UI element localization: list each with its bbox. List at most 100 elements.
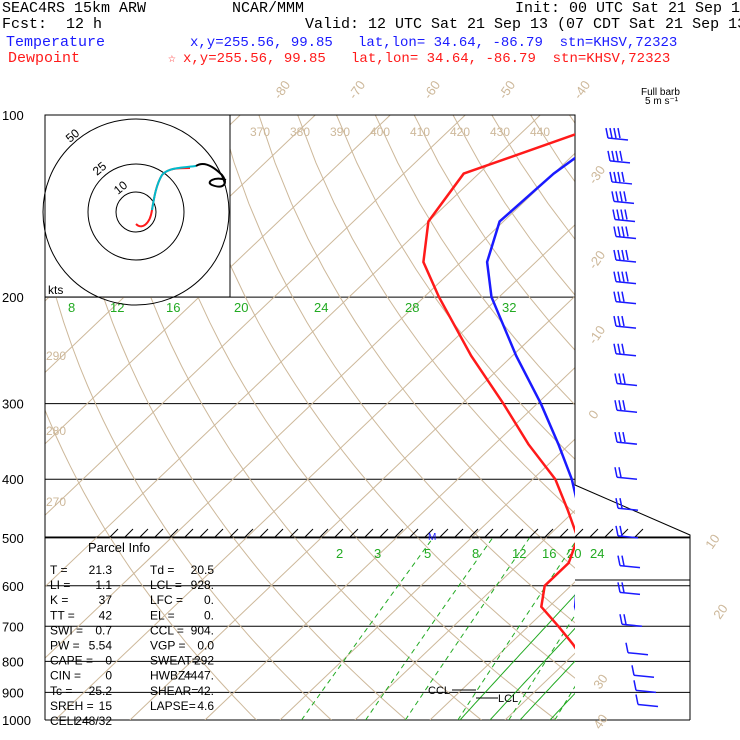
- wind-barb-flag: [622, 400, 626, 411]
- wind-barb-flag: [613, 171, 617, 183]
- dry-adiabat-line: [491, 115, 575, 241]
- wind-barb: [613, 271, 637, 285]
- wind-barb-flag: [617, 127, 621, 139]
- wind-barb-flag: [622, 432, 626, 443]
- parcel-info-cell: SWI =: [50, 623, 83, 637]
- theta-label: 430: [490, 125, 510, 139]
- wind-barb: [614, 400, 638, 414]
- wind-barb-flag: [622, 373, 626, 384]
- wind-barb: [631, 665, 655, 679]
- parcel-info-title: Parcel Info: [88, 540, 150, 555]
- mixing-ratio-label: 28: [405, 300, 419, 315]
- theta-label: 390: [330, 125, 350, 139]
- pressure-label-500: 500: [2, 531, 24, 546]
- isotherm-label: -30: [585, 163, 608, 187]
- wind-barb-staff: [613, 200, 635, 205]
- parcel-info-cell: HWBZ=: [150, 669, 192, 683]
- parcel-info-cell: TT =: [50, 608, 75, 622]
- wind-barb-flag: [621, 249, 625, 261]
- dry-adiabat-line: [141, 115, 557, 720]
- parcel-info-cell: 42.: [197, 684, 214, 698]
- wind-barb: [625, 642, 649, 656]
- isotherm-line: [730, 115, 740, 720]
- pressure-label-100: 100: [2, 108, 24, 123]
- wind-barb: [617, 555, 641, 569]
- mixing-ratio-label: 16: [166, 300, 180, 315]
- mixing-ratio-label: 20: [234, 300, 248, 315]
- wind-barb-flag: [625, 226, 629, 237]
- wind-barb-staff: [615, 235, 637, 240]
- wind-barb: [613, 343, 637, 357]
- parcel-info-cell: T =: [50, 563, 67, 577]
- wind-barb-flag: [614, 373, 618, 384]
- equilibrium-marker: M: [428, 532, 436, 543]
- theta-label: 410: [410, 125, 430, 139]
- wind-barb-flag: [607, 150, 611, 162]
- wind-barb: [619, 614, 643, 628]
- parcel-info-table: Parcel Info T = 21.3 Td = 20.5 LI = 1.1 LCL = 92…: [50, 540, 214, 728]
- init-time: Init: 00 UTC Sat 21 Sep 13: [515, 0, 740, 17]
- diagram-frame: [44, 114, 691, 720]
- ccl-marker: CCL: [428, 685, 450, 697]
- wind-barb-staff: [615, 280, 637, 285]
- hodograph-ring: [87, 163, 185, 261]
- parcel-info-cell: SREH =: [50, 699, 94, 713]
- isotherm-line: [580, 115, 740, 720]
- wind-barb-flag: [618, 432, 622, 443]
- wind-barb: [617, 582, 641, 596]
- wind-barb-flag: [619, 614, 623, 625]
- dewpoint-legend: Dewpoint: [8, 50, 81, 67]
- dry-adiabat-line: [45, 408, 257, 720]
- dry-adiabat-line: [64, 115, 407, 720]
- parcel-info-cell: LAPSE=: [150, 699, 196, 713]
- saturated-adiabat-lines: [459, 594, 575, 720]
- wind-barb-flag: [618, 467, 622, 478]
- temperature-trace: [485, 156, 575, 611]
- wind-barb-staff: [615, 259, 637, 263]
- parcel-info-cell: 5.54: [89, 639, 113, 653]
- pressure-label-400: 400: [2, 472, 24, 487]
- wind-barb-flag: [623, 614, 627, 625]
- sounding-traces: [422, 133, 575, 650]
- dewpoint-marker: ☆: [168, 51, 176, 66]
- isotherm-label: -40: [570, 78, 593, 102]
- wind-barb-staff: [621, 623, 643, 628]
- parcel-info-cell: SHEAR=: [150, 684, 198, 698]
- level-markers: CCL LCL M: [428, 532, 518, 705]
- parcel-info-cell: K =: [50, 593, 68, 607]
- isotherm-line: [354, 509, 575, 720]
- mixing-ratio-label: 24: [314, 300, 328, 315]
- wind-barb-flag: [617, 343, 621, 354]
- wind-barb-flag: [614, 432, 618, 443]
- wind-barb: [613, 291, 637, 305]
- dewpoint-trace: [422, 133, 575, 650]
- isotherm-label: -50: [495, 78, 518, 102]
- wind-barb: [611, 191, 635, 205]
- dry-adiabat-line: [608, 115, 740, 720]
- wind-barb-flag: [618, 400, 622, 411]
- wind-barb: [605, 127, 629, 141]
- saturated-adiabat-line: [459, 594, 575, 720]
- dry-adiabat-line: [647, 115, 740, 720]
- parcel-info-cell: Td =: [150, 563, 174, 577]
- theta-label: 370: [250, 125, 270, 139]
- wind-barb-flag: [619, 150, 623, 162]
- isotherm-line: [45, 115, 541, 588]
- wind-barb: [613, 226, 637, 240]
- hodograph-trace-mid: [151, 165, 197, 211]
- wind-barb-flag: [621, 226, 625, 237]
- mixing-ratio-line: [301, 537, 434, 720]
- mixing-ratio-line: [457, 541, 575, 720]
- theta-label: 400: [370, 125, 390, 139]
- theta-side-label: 280: [46, 424, 66, 438]
- pressure-label-300: 300: [2, 397, 24, 412]
- parcel-info-cell: 37: [99, 593, 113, 607]
- wind-barb-staff: [611, 181, 633, 185]
- parcel-info-cell: 248/32: [75, 714, 112, 728]
- wind-barb-staff: [619, 564, 641, 569]
- wind-barb-staff: [616, 476, 638, 480]
- wind-barb: [613, 249, 637, 263]
- isotherm-label: 40: [590, 711, 611, 731]
- hodograph-unit: kts: [48, 283, 63, 297]
